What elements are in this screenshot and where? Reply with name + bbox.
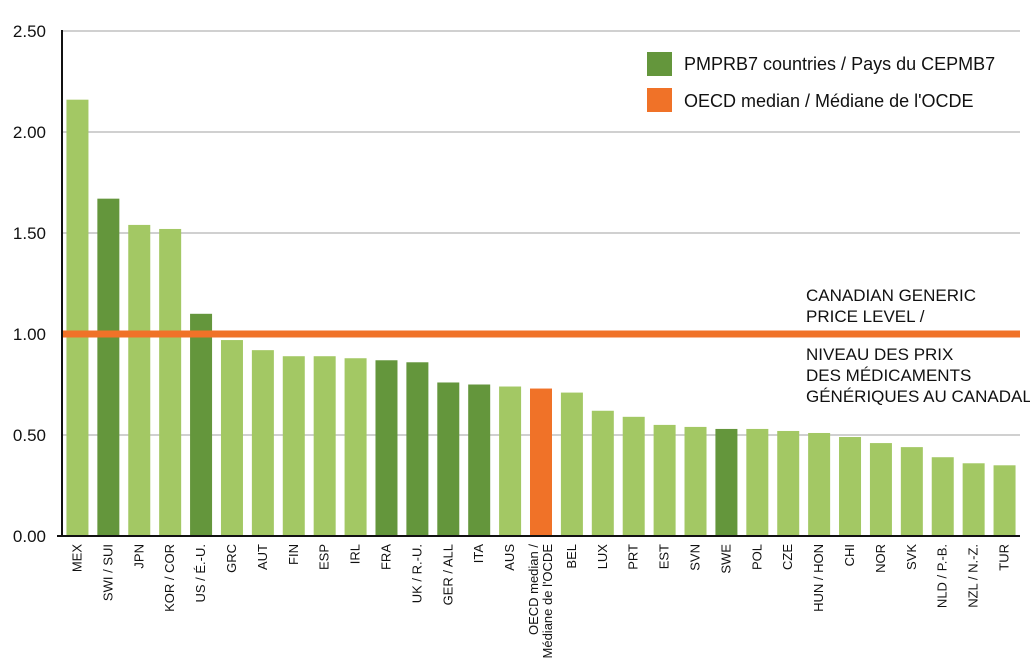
x-tick-label: NZL / N.-Z. (966, 544, 981, 608)
bar (622, 416, 645, 536)
bar (715, 428, 738, 536)
legend: PMPRB7 countries / Pays du CEPMB7 OECD m… (647, 52, 995, 112)
x-tick-label: GRC (224, 544, 239, 573)
y-tick-label: 1.50 (13, 224, 46, 243)
reference-line-label: GÉNÉRIQUES AU CANADAL (806, 387, 1030, 406)
bar (962, 463, 985, 536)
x-tick-label: TUR (997, 544, 1012, 571)
x-tick-label: AUT (255, 544, 270, 570)
x-tick-label: CHI (842, 544, 857, 566)
bar (66, 99, 89, 537)
bar (777, 430, 800, 536)
x-tick-label: US / É.-U. (193, 544, 208, 603)
bar (560, 392, 583, 536)
axes (57, 30, 1020, 537)
legend-label-oecd-median: OECD median / Médiane de l'OCDE (684, 91, 974, 111)
x-tick-label: FRA (378, 544, 393, 570)
bar (808, 432, 831, 536)
bar (530, 388, 552, 536)
bar (437, 382, 460, 536)
bar (344, 358, 367, 536)
x-tick-label: ESP (317, 544, 332, 570)
legend-swatch-oecd-median (647, 88, 672, 112)
reference-line-group: CANADIAN GENERIC PRICE LEVEL / NIVEAU DES … (62, 286, 1030, 406)
x-axis-category-labels: MEX SWI / SUI JPN KOR / COR US / É.-U. GRC AUT… (69, 544, 1011, 659)
x-tick-label: ITA (471, 544, 486, 564)
legend-label-pmprb7: PMPRB7 countries / Pays du CEPMB7 (684, 54, 995, 74)
bar (97, 198, 120, 536)
x-tick-label: NLD / P.-B. (935, 544, 950, 608)
bar (931, 457, 954, 536)
bar (220, 340, 243, 536)
y-axis-ticks: 0.00 0.50 1.00 1.50 2.00 2.50 (13, 22, 46, 546)
x-tick-label: MEX (69, 544, 84, 573)
x-tick-label: HUN / HON (811, 544, 826, 612)
y-tick-label: 1.00 (13, 325, 46, 344)
x-tick-label: BEL (564, 544, 579, 569)
legend-swatch-pmprb7 (647, 52, 672, 76)
x-tick-label: JPN (131, 544, 146, 569)
bar (684, 426, 707, 536)
x-tick-label: POL (749, 544, 764, 570)
bar (375, 360, 398, 536)
bar (251, 350, 274, 536)
x-tick-label: SWI / SUI (100, 544, 115, 601)
y-tick-label: 2.50 (13, 22, 46, 41)
x-tick-label: UK / R.-U. (409, 544, 424, 603)
x-tick-label: CZE (780, 544, 795, 570)
x-tick-label: PRT (626, 544, 641, 570)
bar (468, 384, 491, 536)
bar (900, 447, 923, 536)
x-tick-label: FIN (286, 544, 301, 565)
y-tick-label: 2.00 (13, 123, 46, 142)
x-tick-label: Médiane de l'OCDE (540, 544, 555, 659)
bar (406, 362, 429, 536)
reference-line-label: CANADIAN GENERIC (806, 286, 976, 305)
x-tick-label: SVK (904, 544, 919, 570)
x-tick-label: SVN (688, 544, 703, 571)
bars (66, 99, 1016, 537)
bar (128, 224, 151, 537)
x-tick-label: EST (657, 544, 672, 569)
bar (190, 313, 213, 536)
y-tick-label: 0.00 (13, 527, 46, 546)
reference-line-label: DES MÉDICAMENTS (806, 366, 971, 385)
x-tick-label: AUS (502, 544, 517, 571)
bar (282, 356, 305, 536)
bar (499, 386, 522, 536)
bar (159, 228, 182, 536)
y-tick-label: 0.50 (13, 426, 46, 445)
x-tick-label: IRL (348, 544, 363, 564)
x-tick-label: KOR / COR (162, 544, 177, 612)
bar (313, 356, 336, 536)
x-tick-label: LUX (595, 544, 610, 570)
x-tick-label: GER / ALL (440, 544, 455, 605)
x-tick-label: NOR (873, 544, 888, 573)
bar (839, 437, 862, 536)
x-tick-label: OECD median / (526, 544, 541, 635)
reference-line-label: PRICE LEVEL / (806, 307, 925, 326)
bar (746, 428, 769, 536)
bar (653, 424, 676, 536)
bar (591, 410, 614, 536)
reference-line-label: NIVEAU DES PRIX (806, 345, 953, 364)
x-tick-label: SWE (718, 544, 733, 574)
bar (993, 465, 1016, 536)
bar (869, 443, 892, 536)
